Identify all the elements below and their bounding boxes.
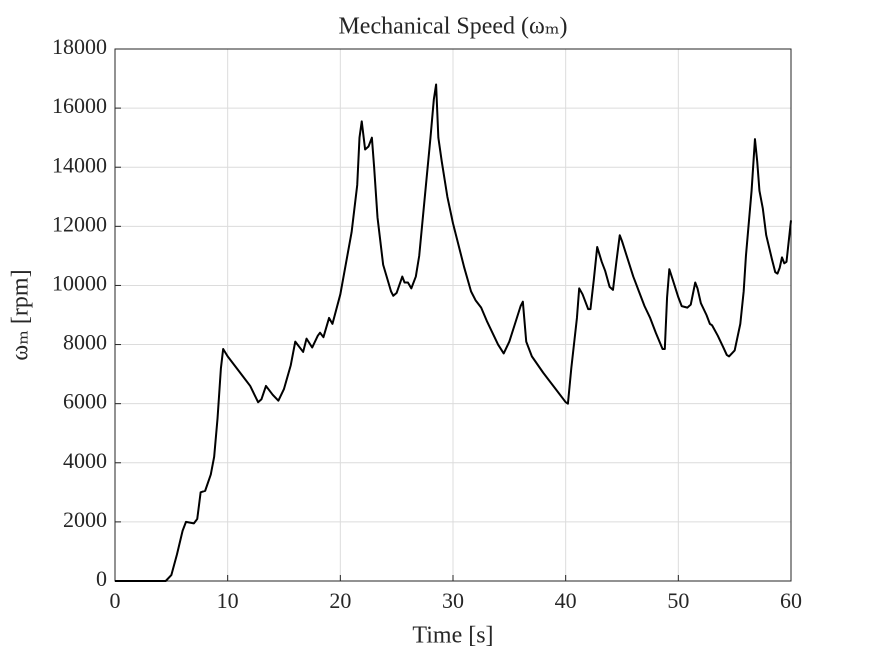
y-tick-label: 0 — [96, 566, 107, 591]
y-tick-label: 18000 — [52, 34, 107, 59]
y-tick-label: 6000 — [63, 389, 107, 414]
x-tick-label: 20 — [329, 588, 351, 613]
y-tick-label: 2000 — [63, 507, 107, 532]
x-axis-label: Time [s] — [412, 623, 493, 649]
x-tick-label: 10 — [217, 588, 239, 613]
y-tick-label: 12000 — [52, 211, 107, 236]
y-axis-label: ωₘ [rpm] — [8, 269, 34, 360]
y-tick-label: 14000 — [52, 152, 107, 177]
y-tick-label: 16000 — [52, 93, 107, 118]
y-tick-label: 10000 — [52, 270, 107, 295]
y-tick-label: 4000 — [63, 448, 107, 473]
data-line — [115, 83, 792, 582]
x-tick-label: 40 — [555, 588, 577, 613]
x-tick-label: 0 — [110, 588, 121, 613]
x-tick-label: 30 — [442, 588, 464, 613]
x-tick-label: 50 — [667, 588, 689, 613]
chart-title: Mechanical Speed (ωₘ) — [338, 14, 567, 40]
y-tick-label: 8000 — [63, 330, 107, 355]
axes-box — [114, 48, 792, 582]
x-tick-label: 60 — [780, 588, 802, 613]
